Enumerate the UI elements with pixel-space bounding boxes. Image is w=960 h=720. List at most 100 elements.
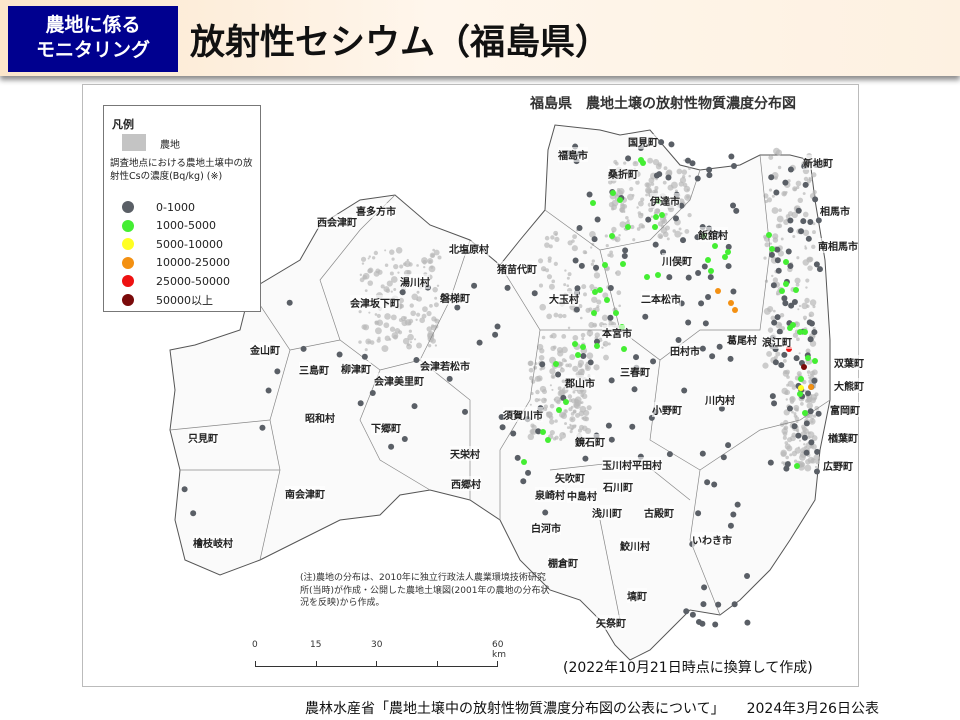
survey-point xyxy=(798,385,804,391)
farmland-patch xyxy=(611,199,619,207)
farmland-patch xyxy=(419,317,426,324)
farmland-patch xyxy=(564,422,568,426)
farmland-patch xyxy=(686,188,689,192)
survey-point xyxy=(274,368,281,375)
survey-point xyxy=(578,262,585,269)
farmland-patch xyxy=(590,262,594,266)
survey-point xyxy=(730,162,737,169)
farmland-patch xyxy=(802,211,809,218)
farmland-patch xyxy=(564,269,567,272)
survey-point xyxy=(702,320,709,327)
survey-point xyxy=(689,160,696,167)
farmland-patch xyxy=(769,242,772,245)
survey-point xyxy=(704,479,711,486)
conversion-note: (2022年10月21日時点に換算して作成) xyxy=(563,660,813,676)
farmland-patch xyxy=(771,194,775,198)
farmland-patch xyxy=(804,246,808,250)
survey-point xyxy=(816,266,823,273)
legend-dot xyxy=(122,219,134,232)
farmland-patch xyxy=(658,235,663,239)
farmland-patch xyxy=(384,249,387,252)
survey-point xyxy=(499,424,506,431)
farmland-patch xyxy=(368,311,371,314)
survey-point xyxy=(640,160,646,166)
farmland-patch xyxy=(551,279,556,284)
farmland-patch xyxy=(393,334,398,340)
survey-point xyxy=(795,432,802,439)
farmland-patch xyxy=(775,149,782,156)
survey-point xyxy=(709,353,716,360)
farmland-patch xyxy=(571,239,575,243)
legend-dot xyxy=(122,238,134,250)
survey-point xyxy=(531,290,538,297)
farmland-patch xyxy=(570,405,574,409)
farmland-patch xyxy=(646,188,652,194)
survey-point xyxy=(801,434,808,441)
survey-point xyxy=(675,336,682,343)
survey-point xyxy=(708,268,714,274)
farmland-patch xyxy=(527,433,535,441)
farmland-patch xyxy=(787,380,794,387)
farmland-patch xyxy=(534,375,541,382)
farmland-patch xyxy=(804,245,807,248)
place-label: 三春町 xyxy=(620,364,650,379)
farmland-patch xyxy=(434,344,438,347)
scale-tick: 0 xyxy=(252,640,258,650)
survey-point xyxy=(787,166,794,173)
survey-point xyxy=(772,359,779,366)
survey-point xyxy=(683,608,690,615)
farmland-patch xyxy=(776,215,784,223)
farmland-patch xyxy=(812,326,816,330)
survey-point xyxy=(300,345,307,352)
survey-point xyxy=(728,153,735,160)
farmland-patch xyxy=(549,429,555,436)
farmland-patch xyxy=(437,255,442,260)
survey-point xyxy=(620,261,626,267)
farmland-patch xyxy=(557,313,563,319)
place-label: 猪苗代町 xyxy=(497,261,537,276)
farmland-patch xyxy=(811,244,816,250)
survey-point xyxy=(514,454,521,461)
survey-point xyxy=(689,611,696,618)
farmland-patch xyxy=(686,195,690,199)
survey-point xyxy=(812,196,819,203)
survey-point xyxy=(769,246,775,252)
farmland-patch xyxy=(591,296,598,303)
legend-description: 調査地点における農地土壌中の放射性Csの濃度(Bq/kg) (※) xyxy=(110,158,253,182)
farmland-patch xyxy=(623,210,626,213)
farmland-patch xyxy=(553,261,558,266)
survey-point xyxy=(771,319,778,326)
farmland-patch xyxy=(660,224,665,228)
survey-point xyxy=(573,306,580,313)
farmland-patch xyxy=(553,312,559,318)
farmland-patch xyxy=(611,226,617,233)
survey-point xyxy=(563,399,569,405)
farmland-patch xyxy=(543,404,548,409)
place-label: 本宮市 xyxy=(602,325,632,340)
farmland-patch xyxy=(767,327,774,333)
survey-point xyxy=(190,510,197,517)
legend-item: 1000-5000 xyxy=(122,218,216,234)
survey-point xyxy=(594,343,600,349)
farmland-patch xyxy=(535,389,540,395)
survey-point xyxy=(621,253,628,260)
place-label: 柳津町 xyxy=(341,361,371,376)
survey-point xyxy=(555,371,562,378)
farmland-patch xyxy=(428,259,432,264)
farmland-patch xyxy=(550,235,555,240)
survey-point xyxy=(807,218,814,225)
place-label: 白河市 xyxy=(531,520,561,535)
survey-point xyxy=(802,181,809,188)
farmland-patch xyxy=(539,303,547,311)
farmland-patch xyxy=(774,355,778,360)
farmland-patch xyxy=(581,337,585,341)
survey-point xyxy=(593,264,600,271)
farmland-patch xyxy=(800,402,804,406)
farmland-patch xyxy=(432,286,438,293)
survey-point xyxy=(730,202,737,209)
farmland-patch xyxy=(789,453,793,457)
farmland-patch xyxy=(663,166,668,171)
survey-point xyxy=(608,377,615,384)
farmland-patch xyxy=(776,292,779,296)
farmland-patch xyxy=(623,227,626,231)
